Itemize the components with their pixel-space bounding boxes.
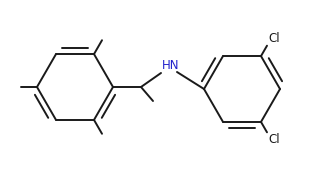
- Text: Cl: Cl: [268, 32, 280, 45]
- Text: Cl: Cl: [268, 133, 280, 146]
- Text: HN: HN: [162, 59, 179, 72]
